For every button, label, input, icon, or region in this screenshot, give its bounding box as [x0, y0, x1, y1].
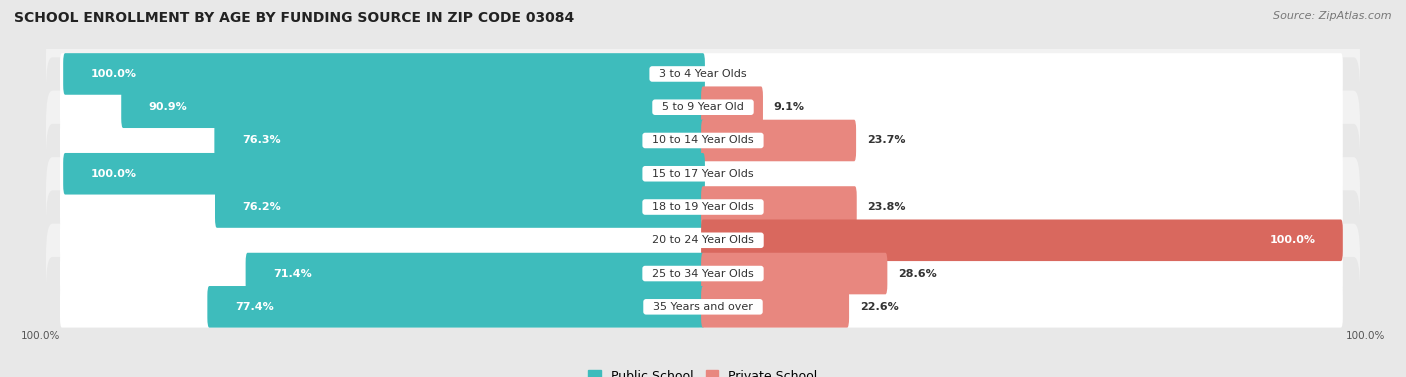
Text: 0.0%: 0.0% — [716, 69, 747, 79]
FancyBboxPatch shape — [697, 186, 1343, 228]
FancyBboxPatch shape — [63, 153, 704, 195]
Text: 15 to 17 Year Olds: 15 to 17 Year Olds — [645, 169, 761, 179]
Text: 71.4%: 71.4% — [273, 268, 312, 279]
FancyBboxPatch shape — [702, 253, 887, 294]
FancyBboxPatch shape — [702, 286, 849, 328]
FancyBboxPatch shape — [697, 153, 1343, 195]
Text: 100.0%: 100.0% — [90, 169, 136, 179]
Text: 23.8%: 23.8% — [868, 202, 905, 212]
Text: 9.1%: 9.1% — [773, 102, 804, 112]
FancyBboxPatch shape — [207, 286, 704, 328]
Text: 20 to 24 Year Olds: 20 to 24 Year Olds — [645, 235, 761, 245]
FancyBboxPatch shape — [63, 53, 704, 95]
Text: 76.2%: 76.2% — [242, 202, 281, 212]
Text: 77.4%: 77.4% — [235, 302, 274, 312]
FancyBboxPatch shape — [702, 86, 763, 128]
FancyBboxPatch shape — [214, 120, 704, 161]
Text: 10 to 14 Year Olds: 10 to 14 Year Olds — [645, 135, 761, 146]
Text: 22.6%: 22.6% — [860, 302, 898, 312]
FancyBboxPatch shape — [60, 253, 704, 294]
Text: 100.0%: 100.0% — [1270, 235, 1316, 245]
Text: 23.7%: 23.7% — [868, 135, 905, 146]
FancyBboxPatch shape — [46, 90, 1360, 190]
FancyBboxPatch shape — [60, 286, 704, 328]
FancyBboxPatch shape — [60, 153, 704, 195]
Text: 25 to 34 Year Olds: 25 to 34 Year Olds — [645, 268, 761, 279]
Text: 5 to 9 Year Old: 5 to 9 Year Old — [655, 102, 751, 112]
FancyBboxPatch shape — [697, 219, 1343, 261]
Text: Source: ZipAtlas.com: Source: ZipAtlas.com — [1274, 11, 1392, 21]
Text: 100.0%: 100.0% — [1346, 331, 1385, 341]
Text: 76.3%: 76.3% — [242, 135, 280, 146]
Text: 18 to 19 Year Olds: 18 to 19 Year Olds — [645, 202, 761, 212]
FancyBboxPatch shape — [697, 120, 1343, 161]
FancyBboxPatch shape — [46, 190, 1360, 290]
FancyBboxPatch shape — [215, 186, 704, 228]
FancyBboxPatch shape — [60, 86, 704, 128]
FancyBboxPatch shape — [697, 286, 1343, 328]
FancyBboxPatch shape — [702, 186, 856, 228]
FancyBboxPatch shape — [60, 219, 704, 261]
FancyBboxPatch shape — [697, 86, 1343, 128]
FancyBboxPatch shape — [46, 257, 1360, 357]
FancyBboxPatch shape — [697, 253, 1343, 294]
FancyBboxPatch shape — [46, 124, 1360, 224]
Text: 90.9%: 90.9% — [149, 102, 187, 112]
FancyBboxPatch shape — [702, 120, 856, 161]
FancyBboxPatch shape — [60, 53, 704, 95]
FancyBboxPatch shape — [46, 57, 1360, 157]
FancyBboxPatch shape — [121, 86, 704, 128]
Text: 0.0%: 0.0% — [716, 169, 747, 179]
FancyBboxPatch shape — [702, 219, 1343, 261]
FancyBboxPatch shape — [46, 157, 1360, 257]
Text: 100.0%: 100.0% — [21, 331, 60, 341]
Text: 0.0%: 0.0% — [659, 235, 690, 245]
FancyBboxPatch shape — [46, 224, 1360, 323]
FancyBboxPatch shape — [697, 53, 1343, 95]
Legend: Public School, Private School: Public School, Private School — [583, 365, 823, 377]
Text: 3 to 4 Year Olds: 3 to 4 Year Olds — [652, 69, 754, 79]
FancyBboxPatch shape — [60, 186, 704, 228]
FancyBboxPatch shape — [60, 120, 704, 161]
Text: 100.0%: 100.0% — [90, 69, 136, 79]
Text: SCHOOL ENROLLMENT BY AGE BY FUNDING SOURCE IN ZIP CODE 03084: SCHOOL ENROLLMENT BY AGE BY FUNDING SOUR… — [14, 11, 574, 25]
FancyBboxPatch shape — [46, 24, 1360, 124]
FancyBboxPatch shape — [246, 253, 704, 294]
Text: 28.6%: 28.6% — [898, 268, 936, 279]
Text: 35 Years and over: 35 Years and over — [647, 302, 759, 312]
